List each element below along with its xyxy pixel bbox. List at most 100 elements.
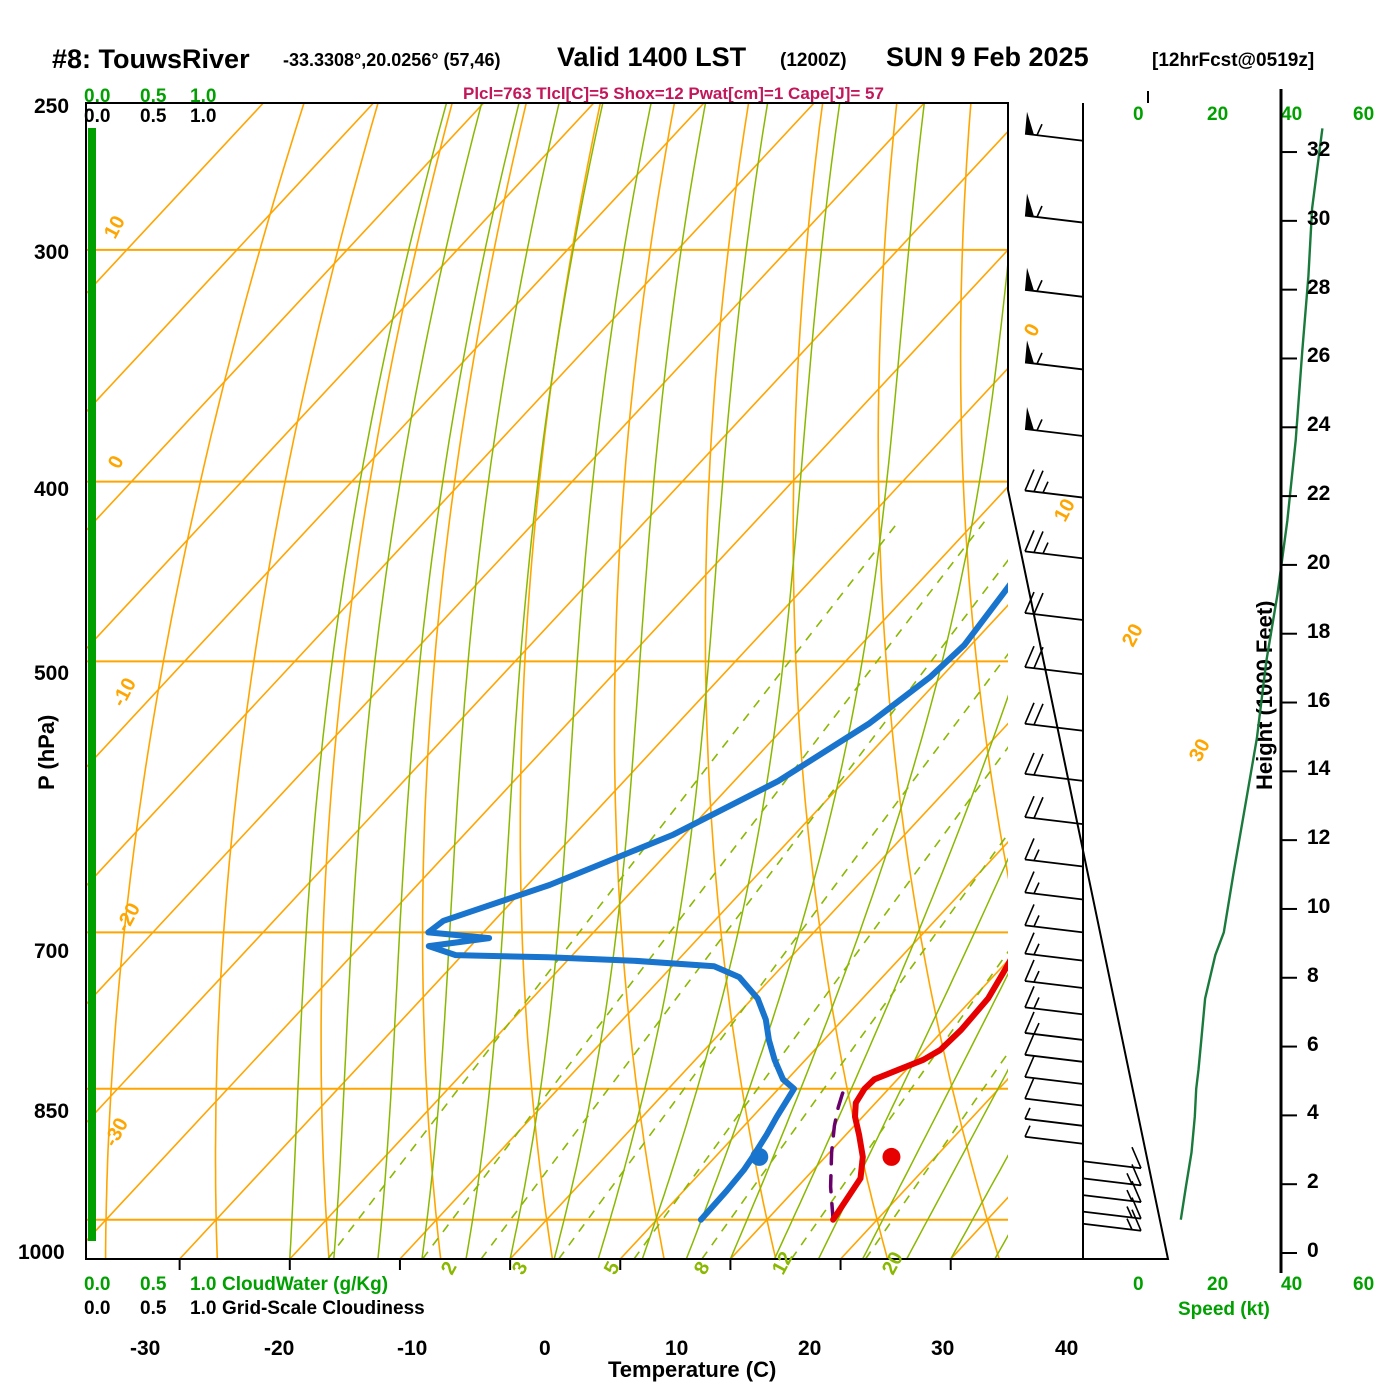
forecast-lead: [12hrFcst@0519z] (1152, 50, 1315, 71)
height-tick-14: 14 (1307, 757, 1331, 781)
wind-barbs (1024, 111, 1142, 1232)
pressure-tick-500: 500 (34, 662, 70, 685)
speed-tick-bot-1: 20 (1207, 1274, 1229, 1295)
curve-dewpoint (425, 582, 1008, 1223)
wind-barb (1024, 1055, 1084, 1085)
speed-tick-top-3: 60 (1353, 104, 1375, 125)
wind-barb (1024, 904, 1084, 934)
surface-temperature-marker (882, 1147, 901, 1166)
height-tick-2: 2 (1307, 1170, 1319, 1194)
height-tick-10: 10 (1307, 894, 1331, 918)
temperature-tick-30: 30 (931, 1337, 955, 1360)
height-tick-8: 8 (1307, 963, 1319, 987)
height-tick-18: 18 (1307, 619, 1331, 643)
height-tick-6: 6 (1307, 1032, 1319, 1056)
height-tick-26: 26 (1307, 344, 1331, 368)
wind-barb (1024, 469, 1084, 499)
cloudwater-axis-label: CloudWater (g/Kg) (222, 1274, 389, 1295)
cloudiness-tick-top-2: 1.0 (190, 106, 217, 127)
valid-time: Valid 1400 LST (557, 42, 747, 72)
wind-barb (1082, 1180, 1142, 1204)
temperature-tick-20: 20 (798, 1337, 822, 1360)
wind-barb (1024, 1107, 1084, 1127)
wind-barb (1082, 1197, 1142, 1220)
sounding-stats: Plcl=763 Tlcl[C]=5 Shox=12 Pwat[cm]=1 Ca… (463, 84, 884, 103)
height-tick-16: 16 (1307, 688, 1331, 712)
station-name: TouwsRiver (98, 44, 250, 74)
surface-dewpoint-marker (750, 1147, 769, 1166)
wind-barb (1024, 702, 1084, 732)
pressure-tick-1000: 1000 (18, 1241, 65, 1264)
station-coordinates: -33.3308°,20.0256° (57,46) (283, 50, 501, 70)
wind-barb (1024, 340, 1084, 371)
temperature-tick--30: -30 (130, 1337, 161, 1360)
wind-barb (1024, 871, 1084, 901)
height-tick-20: 20 (1307, 550, 1331, 574)
speed-axis-label: Speed (kt) (1178, 1299, 1270, 1320)
speed-tick-top-0: 0 (1133, 104, 1144, 125)
temperature-tick-0: 0 (539, 1337, 551, 1360)
height-tick-32: 32 (1307, 138, 1331, 162)
wind-barb (1024, 838, 1084, 868)
temperature-tick--10: -10 (397, 1337, 428, 1360)
page-title: #8: TouwsRiver (52, 44, 250, 75)
height-tick-12: 12 (1307, 826, 1331, 850)
temperature-tick--20: -20 (264, 1337, 295, 1360)
speed-tick-bot-3: 60 (1353, 1274, 1375, 1295)
cloudwater-tick-bot-0: 0.0 (84, 1274, 111, 1295)
cloudwater-tick-top-1: 0.5 (140, 86, 167, 107)
temperature-tick-40: 40 (1055, 1337, 1079, 1360)
height-tick-30: 30 (1307, 206, 1331, 230)
temperature-tick-10: 10 (665, 1337, 689, 1360)
speed-tick-top-1: 20 (1207, 104, 1229, 125)
curve-parcel (828, 1082, 849, 1222)
grid-lines (86, 103, 1008, 1259)
pressure-tick-400: 400 (34, 478, 70, 501)
wind-barb (1024, 795, 1084, 826)
wind-barb (1024, 752, 1084, 782)
valid-date: SUN 9 Feb 2025 (886, 42, 1089, 72)
cloudwater-tick-bot-1: 0.5 (140, 1274, 167, 1295)
wind-barb (1024, 193, 1084, 224)
temperature-axis-label: Temperature (C) (608, 1357, 777, 1382)
wind-barb (1082, 1164, 1142, 1187)
pressure-tick-700: 700 (34, 940, 70, 963)
height-tick-22: 22 (1307, 482, 1331, 506)
wind-barb (1024, 530, 1084, 560)
wind-barb (1024, 932, 1084, 962)
height-tick-28: 28 (1307, 275, 1331, 299)
cloudwater-tick-top-2: 1.0 (190, 86, 217, 107)
wind-barb (1082, 1146, 1142, 1170)
wind-barb (1082, 1209, 1142, 1232)
wind-barb (1024, 645, 1084, 676)
curve-temperature (830, 958, 1008, 1223)
speed-tick-bot-2: 40 (1281, 1274, 1303, 1295)
pressure-tick-250: 250 (34, 95, 70, 118)
cloudiness-tick-top-0: 0.0 (84, 106, 111, 127)
pressure-tick-850: 850 (34, 1100, 70, 1123)
cloudwater-tick-top-0: 0.0 (84, 86, 111, 107)
wind-barb (1024, 1125, 1084, 1145)
height-tick-4: 4 (1307, 1101, 1319, 1125)
cloudiness-tick-bot-1: 0.5 (140, 1298, 167, 1319)
cloudwater-tick-bot-2: 1.0 (190, 1274, 217, 1295)
speed-tick-bot-0: 0 (1133, 1274, 1144, 1295)
wind-barb (1024, 986, 1084, 1016)
cloudiness-tick-top-1: 0.5 (140, 106, 167, 127)
wind-barb (1024, 959, 1084, 989)
height-curve (1179, 128, 1324, 1220)
height-tick-0: 0 (1307, 1239, 1319, 1262)
speed-tick-top-2: 40 (1281, 104, 1303, 125)
cloudiness-axis-label: Grid-Scale Cloudiness (222, 1298, 425, 1319)
valid-time-utc: (1200Z) (780, 50, 847, 71)
sounding-curves (88, 128, 1008, 1241)
wind-barb (1024, 267, 1084, 298)
wind-barb (1024, 407, 1084, 437)
wind-barb (1024, 1077, 1084, 1107)
height-tick-24: 24 (1307, 413, 1331, 437)
wind-barb (1024, 111, 1084, 142)
plot-frame (85, 89, 1297, 1273)
pressure-tick-300: 300 (34, 241, 70, 264)
cloudiness-tick-bot-0: 0.0 (84, 1298, 111, 1319)
